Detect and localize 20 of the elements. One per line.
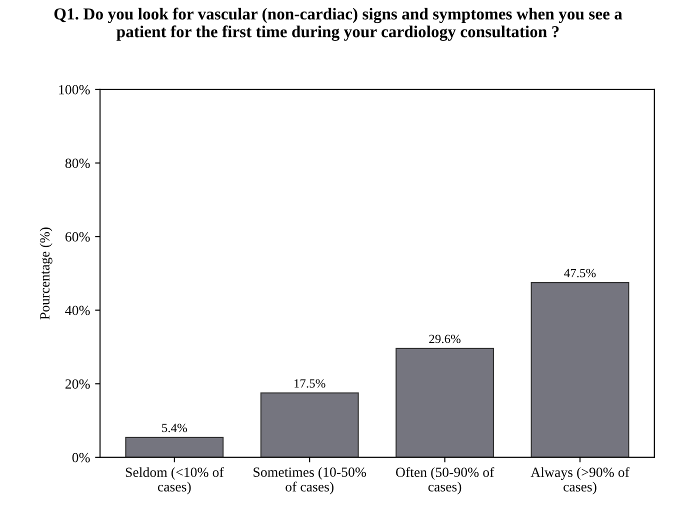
- bar: [396, 348, 494, 458]
- y-tick-label: 80%: [65, 158, 90, 168]
- y-axis-title: Pourcentage (%): [40, 228, 52, 320]
- y-tick-label: 40%: [65, 306, 90, 316]
- data-label: 17.5%: [294, 379, 326, 388]
- bar: [125, 436, 224, 458]
- data-label: 5.4%: [162, 424, 187, 432]
- y-tick-label: 100%: [59, 85, 90, 94]
- bar: [260, 392, 359, 458]
- y-tick-label: 60%: [65, 232, 90, 242]
- x-tick-label: Sometimes (10-50% of cases): [254, 467, 366, 494]
- data-label: 47.5%: [564, 268, 596, 278]
- x-tick-label: Often (50-90% of cases): [396, 467, 494, 494]
- x-tick-label: Always (>90% of cases): [530, 467, 630, 494]
- chart-title: Q1. Do you look for vascular (non-cardiac) signs and symptomes when you see a patient for the first time during your cardiology consultation ?: [54, 8, 622, 41]
- y-tick-label: 0%: [72, 452, 90, 462]
- data-label: 29.6%: [429, 334, 461, 344]
- x-tick-label: Seldom (<10% of cases): [126, 467, 224, 494]
- y-tick-label: 20%: [65, 379, 90, 389]
- bar: [530, 282, 630, 458]
